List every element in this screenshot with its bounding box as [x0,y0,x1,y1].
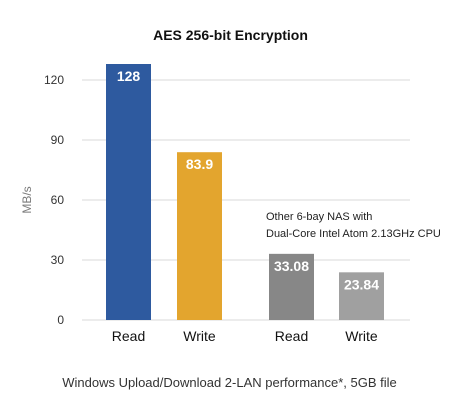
annotation-line-1: Other 6-bay NAS with [266,211,372,223]
x-axis-category-labels: Read Write Read Write [112,328,378,344]
y-axis-label: MB/s [20,186,34,213]
category-label-4: Write [345,328,378,344]
y-tick-label-4: 120 [44,73,64,87]
y-tick-label-3: 90 [51,133,65,147]
value-label-1: 128 [117,68,141,84]
chart-footer: Windows Upload/Download 2-LAN performanc… [62,375,397,390]
bar-3 [269,253,314,320]
bars [106,64,384,320]
bar-2 [177,152,222,320]
annotation-line-2: Dual-Core Intel Atom 2.13GHz CPU [266,228,441,240]
y-tick-label-1: 30 [51,253,65,267]
y-tick-label-0: 0 [57,313,64,327]
category-label-1: Read [112,328,145,344]
value-label-4: 23.84 [344,276,379,292]
y-tick-label-2: 60 [51,193,65,207]
chart-title: AES 256-bit Encryption [153,27,308,43]
category-label-3: Read [275,328,308,344]
bar-1 [106,64,151,320]
category-label-2: Write [183,328,216,344]
value-label-3: 33.08 [274,258,309,274]
annotation: Other 6-bay NAS with Dual-Core Intel Ato… [266,211,441,240]
y-axis-ticks: 0 30 60 90 120 [44,73,64,327]
value-labels: 128 83.9 33.08 23.84 [117,68,379,292]
bar-4 [339,272,384,320]
value-label-2: 83.9 [186,156,213,172]
